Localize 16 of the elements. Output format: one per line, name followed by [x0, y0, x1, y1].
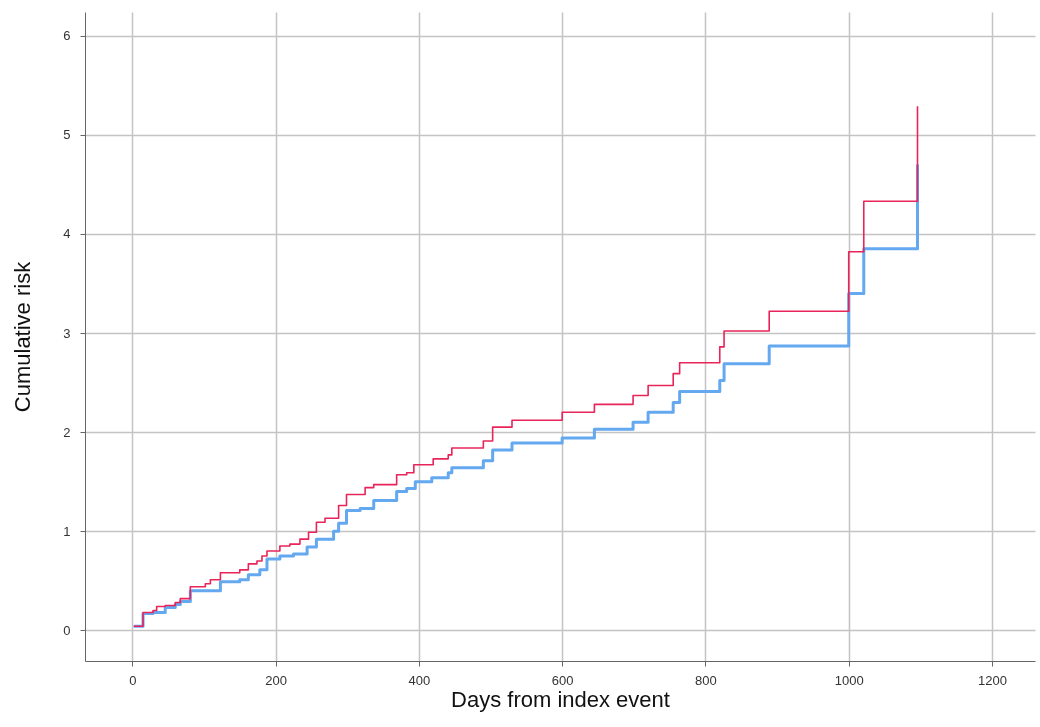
x-tick-label: 400 [408, 672, 431, 688]
x-tick-label: 0 [129, 672, 137, 688]
x-tick-label: 1200 [978, 672, 1007, 688]
y-tick-label: 6 [63, 28, 71, 44]
x-tick-label: 1000 [834, 672, 864, 688]
y-axis-title: Cumulative risk [10, 260, 36, 413]
y-tick-label: 5 [63, 127, 71, 143]
y-tick-label: 4 [63, 226, 71, 242]
x-axis-title: Days from index event [451, 686, 670, 712]
x-tick-label: 800 [695, 672, 717, 688]
y-tick-label: 0 [63, 622, 71, 638]
y-tick-label: 1 [63, 523, 71, 539]
y-tick-label: 3 [63, 325, 71, 341]
x-tick-label: 200 [265, 672, 287, 688]
y-tick-label: 2 [63, 424, 71, 440]
x-tick-label: 600 [551, 672, 574, 688]
